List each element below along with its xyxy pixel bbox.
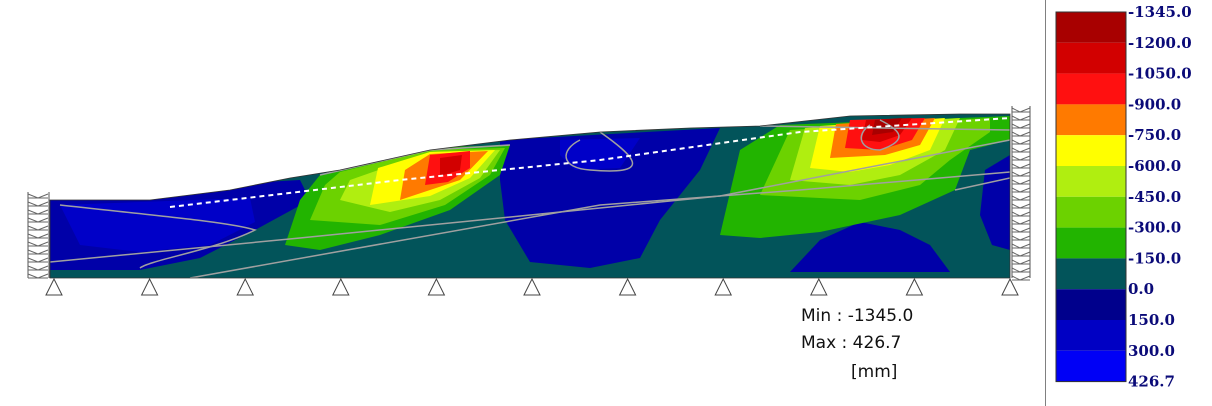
legend-swatch xyxy=(1056,289,1126,320)
hatch-mark xyxy=(27,265,49,271)
pin-support-icon xyxy=(45,277,63,296)
color-legend: -1345.0 -1200.0 -1050.0 -900.0 -750.0 -600.0 -… xyxy=(1055,3,1192,391)
hatch-mark xyxy=(27,273,49,279)
legend-swatch xyxy=(1056,12,1126,43)
hatch-mark xyxy=(1011,195,1031,201)
hatch-mark xyxy=(1011,227,1031,233)
legend-label: -1200.0 xyxy=(1128,34,1192,52)
hatch-mark xyxy=(1011,235,1031,241)
blue-zone-middle xyxy=(500,128,720,268)
legend-frame xyxy=(1055,11,1127,383)
blue-zone-middle-inner xyxy=(560,138,640,170)
legend-label: -1345.0 xyxy=(1128,3,1192,21)
hatch-mark xyxy=(27,241,49,247)
hatch-mark xyxy=(1011,219,1031,225)
hatch-mark xyxy=(1011,147,1031,153)
hatch-mark xyxy=(1011,179,1031,185)
hatch-mark xyxy=(1011,107,1031,113)
bottom-pin-supports xyxy=(45,277,1019,296)
pin-support-icon xyxy=(809,277,828,296)
hatch-mark xyxy=(1011,203,1031,209)
legend-label: -900.0 xyxy=(1128,95,1181,113)
hatch-mark xyxy=(1011,187,1031,193)
hatch-mark xyxy=(1011,139,1031,145)
right-hatch-marks xyxy=(1011,107,1031,281)
pin-support-icon xyxy=(523,277,541,296)
pin-support-icon xyxy=(236,277,255,296)
hatch-mark xyxy=(27,209,49,215)
legend-label: 150.0 xyxy=(1128,311,1175,329)
hatch-mark xyxy=(1011,115,1031,121)
hatch-mark xyxy=(1011,251,1031,257)
contour-plot xyxy=(27,106,1031,296)
legend-swatch xyxy=(1056,320,1126,351)
hatch-mark xyxy=(27,217,49,223)
legend-swatch xyxy=(1056,166,1126,197)
legend-label: -600.0 xyxy=(1128,157,1181,175)
blue-zone-left-inner xyxy=(60,198,255,252)
max-value-label: Max : 426.7 xyxy=(801,333,902,353)
left-hatch-marks xyxy=(27,193,49,279)
slope-outline xyxy=(49,113,1011,279)
pin-support-icon xyxy=(714,277,733,296)
legend-label: 0.0 xyxy=(1128,280,1154,298)
hatch-mark xyxy=(27,201,49,207)
panel-divider xyxy=(1045,0,1046,406)
settlement-bowl-left xyxy=(285,145,510,250)
blue-zone-bottom-right xyxy=(790,222,950,272)
settlement-bowl-right xyxy=(720,116,1010,238)
hatch-mark xyxy=(1011,163,1031,169)
unit-label: [mm] xyxy=(851,362,898,382)
contour-plot-panel: Min : -1345.0 Max : 426.7 [mm] xyxy=(27,106,1031,382)
hatch-mark xyxy=(1011,155,1031,161)
color-legend-panel: -1345.0 -1200.0 -1050.0 -900.0 -750.0 -600.0 -… xyxy=(1046,0,1212,406)
pin-support-icon xyxy=(140,277,159,296)
hatch-mark xyxy=(27,225,49,231)
hatch-mark xyxy=(27,257,49,263)
hatch-mark xyxy=(1011,243,1031,249)
hatch-mark xyxy=(1011,171,1031,177)
pin-support-icon xyxy=(905,277,924,296)
hatch-mark xyxy=(27,249,49,255)
hatch-mark xyxy=(1011,131,1031,137)
blue-zone-right-edge xyxy=(980,155,1010,250)
legend-swatch xyxy=(1056,104,1126,136)
pin-support-icon xyxy=(427,277,446,296)
hatch-mark xyxy=(27,193,49,199)
min-value-label: Min : -1345.0 xyxy=(801,306,914,326)
pin-support-icon xyxy=(618,277,637,296)
legend-label: 300.0 xyxy=(1128,342,1175,360)
pin-support-icon xyxy=(1001,277,1019,296)
legend-label: -450.0 xyxy=(1128,188,1181,206)
legend-swatch xyxy=(1056,227,1126,259)
legend-label: -1050.0 xyxy=(1128,65,1192,83)
pin-support-icon xyxy=(331,277,350,296)
legend-label: -300.0 xyxy=(1128,219,1181,237)
phreatic-line xyxy=(169,117,1010,208)
legend-label: -150.0 xyxy=(1128,249,1181,267)
legend-swatch xyxy=(1056,42,1126,74)
hatch-mark xyxy=(1011,267,1031,273)
hatch-mark xyxy=(1011,211,1031,217)
legend-label: 426.7 xyxy=(1128,373,1175,391)
legend-label: -750.0 xyxy=(1128,126,1181,144)
legend-swatch xyxy=(1056,258,1126,290)
hatch-mark xyxy=(1011,275,1031,281)
legend-swatch xyxy=(1056,135,1126,166)
legend-swatch xyxy=(1056,350,1126,382)
hatch-mark xyxy=(27,233,49,239)
soil-body xyxy=(50,114,1010,278)
hatch-mark xyxy=(1011,259,1031,265)
legend-swatch xyxy=(1056,196,1126,228)
hatch-mark xyxy=(1011,123,1031,129)
legend-swatch xyxy=(1056,73,1126,105)
